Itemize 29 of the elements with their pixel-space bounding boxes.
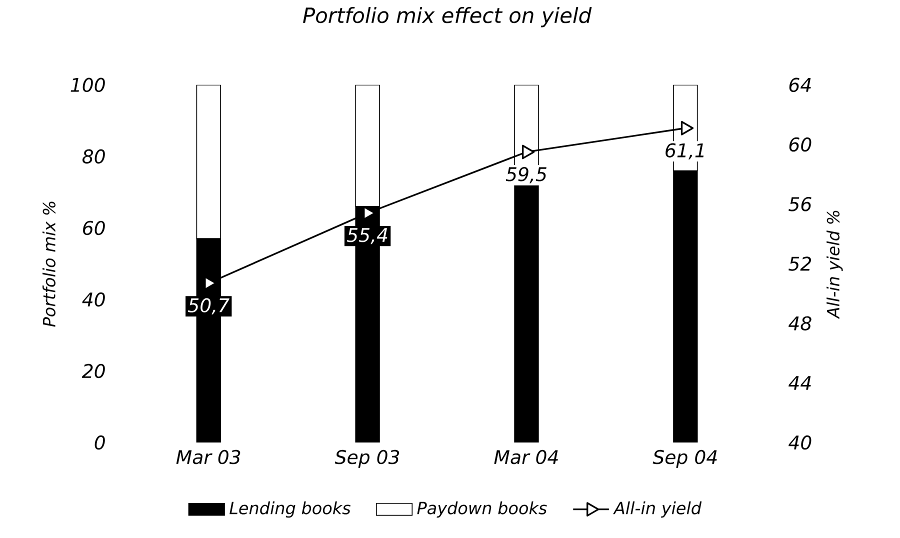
point <box>680 120 694 136</box>
y-tick-label: 20 <box>82 364 105 378</box>
y2-tick-label: 44 <box>788 376 811 390</box>
data-label: 55,4 <box>346 228 388 244</box>
x-tick-label: Mar 03 <box>176 450 240 464</box>
chart-title: Portfolio mix effect on yield <box>303 7 592 28</box>
y2-axis-title: All-in yield % <box>826 210 843 320</box>
y2-tick-label: 56 <box>788 197 812 212</box>
y2-tick-label: 60 <box>789 137 812 152</box>
data-label: 59,5 <box>506 167 546 184</box>
legend-label: All-in yield <box>613 501 702 518</box>
y2-tick-label: 64 <box>789 78 811 92</box>
y2-tick-label: 52 <box>788 256 812 271</box>
y-tick-label: 80 <box>82 149 105 164</box>
data-label: 50,7 <box>188 298 230 314</box>
y2-tick-label: 40 <box>788 435 812 450</box>
x-tick-label: Sep 04 <box>652 450 717 468</box>
y2-tick-label: 48 <box>788 316 812 330</box>
y-axis-title: Portfolio mix % <box>42 202 56 327</box>
point <box>522 144 535 160</box>
y-tick-label: 0 <box>94 435 105 450</box>
legend-label: Lending books <box>230 501 350 518</box>
x-tick-label: Sep 03 <box>334 450 400 468</box>
y-tick-label: 40 <box>82 292 105 307</box>
x-tick-label: Mar 04 <box>494 450 558 464</box>
data-label: 61,1 <box>666 143 704 160</box>
y-tick-label: 60 <box>83 220 105 236</box>
y-tick-label: 100 <box>70 78 105 92</box>
legend-label: Paydown books <box>417 501 547 518</box>
